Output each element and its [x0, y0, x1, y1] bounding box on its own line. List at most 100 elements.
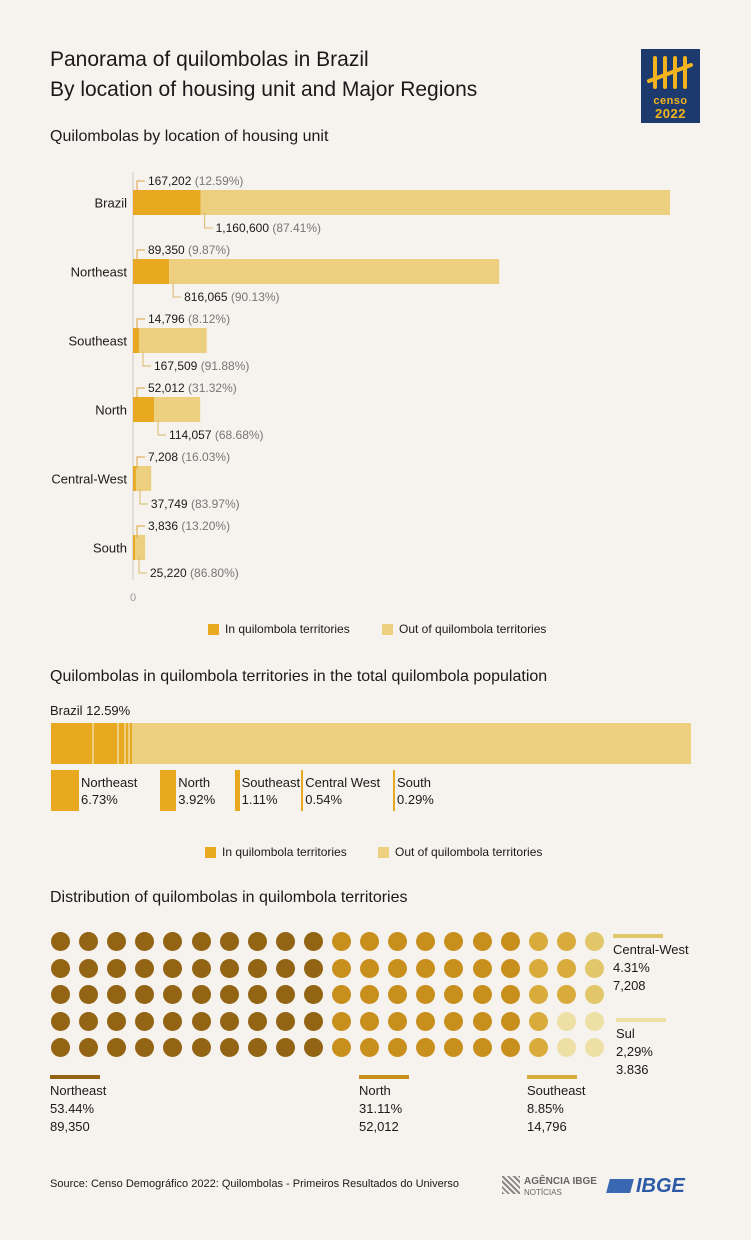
- connector-out: [172, 282, 182, 298]
- value-out: 25,220: [150, 566, 190, 580]
- waffle-dot-northeast: [51, 1011, 70, 1031]
- waffle-dot-northeast: [303, 985, 323, 1004]
- category-label: South: [93, 541, 127, 556]
- waffle-dot-southeast: [528, 1038, 548, 1057]
- waffle-dot-northeast: [191, 932, 211, 951]
- waffle-dot-central-west: [584, 985, 604, 1004]
- waffle-dot-northeast: [275, 985, 295, 1004]
- waffle-dot-northeast: [247, 1038, 267, 1057]
- waffle-dot-north: [472, 958, 492, 978]
- waffle-dot-north: [500, 1011, 520, 1031]
- region-name: North: [178, 775, 211, 790]
- noticias-text: NOTÍCIAS: [524, 1188, 562, 1197]
- pct-in: (13.20%): [181, 519, 230, 533]
- category-label: Northeast: [71, 265, 128, 280]
- waffle-dot-northeast: [135, 1011, 155, 1031]
- legend-in-swatch: [208, 623, 219, 635]
- group-name: Northeast: [50, 1083, 107, 1098]
- waffle-dot-north: [416, 932, 436, 951]
- connector-out: [142, 351, 151, 367]
- value-out: 1,160,600: [216, 221, 273, 235]
- pct-in: (12.59%): [195, 174, 244, 188]
- waffle-dot-north: [388, 985, 408, 1004]
- legend2-out: Out of quilombola territories: [378, 845, 542, 859]
- value-label-out: 37,749 (83.97%): [151, 497, 240, 511]
- group-count: 7,208: [613, 978, 646, 993]
- category-label: North: [95, 403, 127, 418]
- value-in: 3,836: [148, 519, 181, 533]
- waffle-dot-north: [416, 1038, 436, 1057]
- waffle-dot-northeast: [79, 1038, 99, 1057]
- value-label-out: 1,160,600 (87.41%): [216, 221, 321, 235]
- waffle-dot-north: [416, 958, 436, 978]
- group-name: Sul: [616, 1026, 635, 1041]
- distribution-label: North 31.11% 52,012: [359, 1082, 402, 1136]
- waffle-dot-north: [332, 958, 351, 978]
- source-note: Source: Censo Demográfico 2022: Quilombo…: [50, 1178, 460, 1190]
- waffle-dot-north: [444, 932, 464, 951]
- value-label-out: 167,509 (91.88%): [154, 359, 249, 373]
- category-label: Central-West: [51, 472, 127, 487]
- page-subtitle: By location of housing unit and Major Re…: [50, 78, 478, 101]
- waffle-dot-north: [388, 1038, 408, 1057]
- value-out: 167,509: [154, 359, 201, 373]
- waffle-dot-north: [472, 985, 492, 1004]
- pct-in: (31.32%): [188, 381, 237, 395]
- waffle-dot-northeast: [219, 932, 239, 951]
- waffle-dot-northeast: [303, 932, 323, 951]
- group-count: 52,012: [359, 1119, 399, 1134]
- distribution-marker: [50, 1075, 100, 1079]
- connector-in: [136, 249, 145, 262]
- waffle-dot-southeast: [528, 932, 548, 951]
- logo-text-censo: censo: [653, 95, 688, 107]
- region-name: Southeast: [241, 775, 301, 790]
- connector-out: [138, 558, 147, 574]
- brazil-share-label: Brazil 12.59%: [50, 703, 131, 718]
- waffle-dot-northeast: [107, 1038, 127, 1057]
- connector-out: [157, 420, 167, 436]
- region-pct: 0.54%: [305, 792, 343, 807]
- value-label-in: 3,836 (13.20%): [148, 519, 230, 533]
- waffle-dot-northeast: [51, 932, 70, 951]
- value-in: 89,350: [148, 243, 188, 257]
- waffle-dot-northeast: [275, 932, 295, 951]
- category-label: Brazil: [94, 196, 127, 211]
- logo-text-year: 2022: [655, 106, 686, 121]
- censo-logo: censo 2022: [641, 49, 700, 123]
- value-in: 14,796: [148, 312, 188, 326]
- waffle-dot-northeast: [163, 1038, 183, 1057]
- waffle-dot-northeast: [163, 985, 183, 1004]
- waffle-dot-north: [444, 958, 464, 978]
- axis-tick-label: 0: [130, 592, 136, 604]
- region-name: Northeast: [80, 775, 138, 790]
- legend2-in-label: In quilombola territories: [222, 845, 347, 859]
- distribution-label: Southeast 8.85% 14,796: [527, 1082, 586, 1136]
- connector-out: [139, 489, 148, 505]
- region-tile: [393, 770, 395, 811]
- waffle-dot-northeast: [247, 1011, 267, 1031]
- waffle-dot-north: [472, 1038, 492, 1057]
- value-label-in: 167,202 (12.59%): [148, 174, 243, 188]
- legend-out: Out of quilombola territories: [382, 622, 546, 636]
- waffle-dot-northeast: [247, 985, 267, 1004]
- pct-out: (91.88%): [201, 359, 250, 373]
- distribution-label: Northeast 53.44% 89,350: [50, 1082, 106, 1136]
- share-segment-south: [129, 723, 132, 764]
- waffle-dot-north: [500, 1038, 520, 1057]
- waffle-dot-southeast: [528, 1011, 548, 1031]
- group-pct: 53.44%: [50, 1101, 95, 1116]
- waffle-dot-northeast: [275, 958, 295, 978]
- waffle-dot-north: [500, 932, 520, 951]
- waffle-dot-sul: [584, 1038, 604, 1057]
- value-label-in: 14,796 (8.12%): [148, 312, 230, 326]
- group-count: 89,350: [50, 1119, 90, 1134]
- bar-out-territory: [154, 397, 201, 422]
- pct-in: (9.87%): [188, 243, 230, 257]
- bar-in-territory: [133, 466, 136, 491]
- share-segment-central-west: [126, 723, 128, 764]
- bar-in-territory: [133, 190, 201, 215]
- connector-in: [136, 180, 145, 193]
- waffle-dot-north: [360, 985, 380, 1004]
- waffle-dot-southeast: [556, 932, 576, 951]
- legend2-in-swatch: [205, 846, 216, 858]
